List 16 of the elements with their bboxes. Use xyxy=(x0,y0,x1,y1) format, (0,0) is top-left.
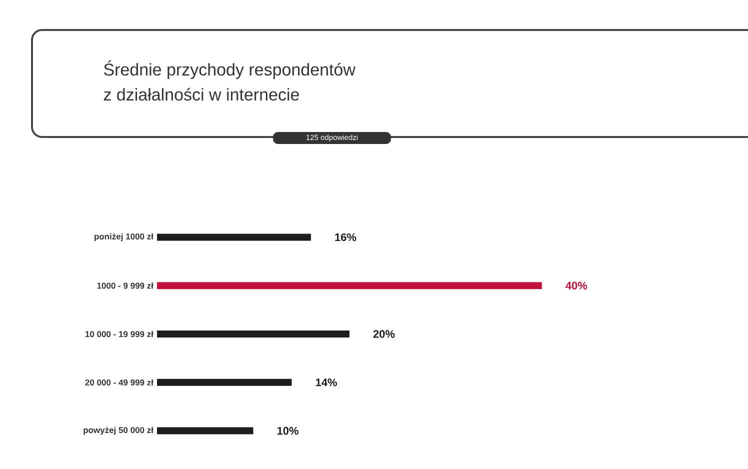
data-label: 10% xyxy=(277,426,298,435)
bar xyxy=(157,427,254,434)
y-tick-label: 10 000 - 19 999 zł xyxy=(85,330,154,338)
bar xyxy=(157,282,542,290)
y-tick-label: powyżej 50 000 zł xyxy=(84,426,154,435)
chart-title: Średnie przychody respondentów z działalności w internecie xyxy=(104,60,356,101)
bar xyxy=(157,234,311,241)
bar xyxy=(157,330,350,338)
bar xyxy=(157,378,292,386)
y-tick-label: 1000 - 9 999 zł xyxy=(97,282,154,289)
data-label: 20% xyxy=(373,330,395,338)
y-tick-label: 20 000 - 49 999 zł xyxy=(85,379,154,386)
y-tick-label: poniżej 1000 zł xyxy=(94,233,154,242)
data-label: 16% xyxy=(335,233,356,242)
data-label: 14% xyxy=(316,378,337,386)
data-label: 40% xyxy=(566,282,588,290)
